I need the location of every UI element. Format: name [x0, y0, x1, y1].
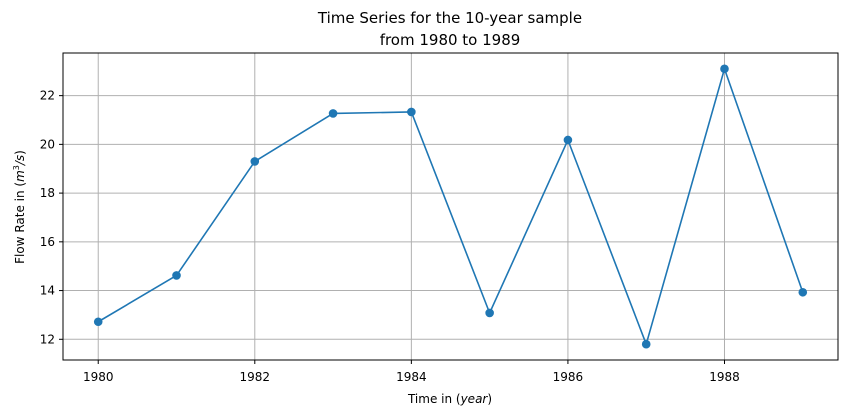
plot-frame	[62, 52, 839, 361]
series-line	[97, 68, 804, 345]
x-tick-label: 1988	[709, 370, 740, 384]
data-point	[720, 64, 729, 74]
y-axis-label: Flow Rate in (m3/s)	[12, 150, 27, 264]
y-tick-label: 14	[40, 284, 55, 298]
x-tick-label: 1982	[240, 370, 271, 384]
x-tick-label: 1984	[396, 370, 427, 384]
y-tick-label: 12	[40, 332, 55, 346]
chart-title-line1: Time Series for the 10-year sample	[317, 9, 582, 27]
series-flow-rate	[93, 64, 808, 349]
data-point	[328, 109, 338, 118]
y-tick-label: 20	[40, 137, 55, 151]
x-tick-label: 1986	[553, 370, 584, 384]
y-tick-label: 22	[40, 89, 55, 103]
data-point	[172, 271, 181, 280]
x-axis-label: Time in (year)	[407, 392, 492, 406]
data-point	[250, 157, 260, 166]
data-point	[563, 135, 573, 145]
data-point	[407, 107, 416, 117]
y-tick-label: 18	[40, 186, 55, 200]
data-point	[485, 308, 494, 318]
y-tick-label: 16	[40, 235, 55, 249]
chart-title-line2: from 1980 to 1989	[380, 31, 521, 49]
x-tick-label: 1980	[83, 370, 114, 384]
grid	[63, 53, 838, 360]
data-point	[93, 317, 103, 327]
data-point	[798, 287, 808, 297]
x-axis: 1980 1982 1984 1986 1988	[83, 360, 740, 384]
y-axis: 12 14 16 18 20 22	[40, 89, 63, 346]
data-point	[641, 339, 651, 349]
